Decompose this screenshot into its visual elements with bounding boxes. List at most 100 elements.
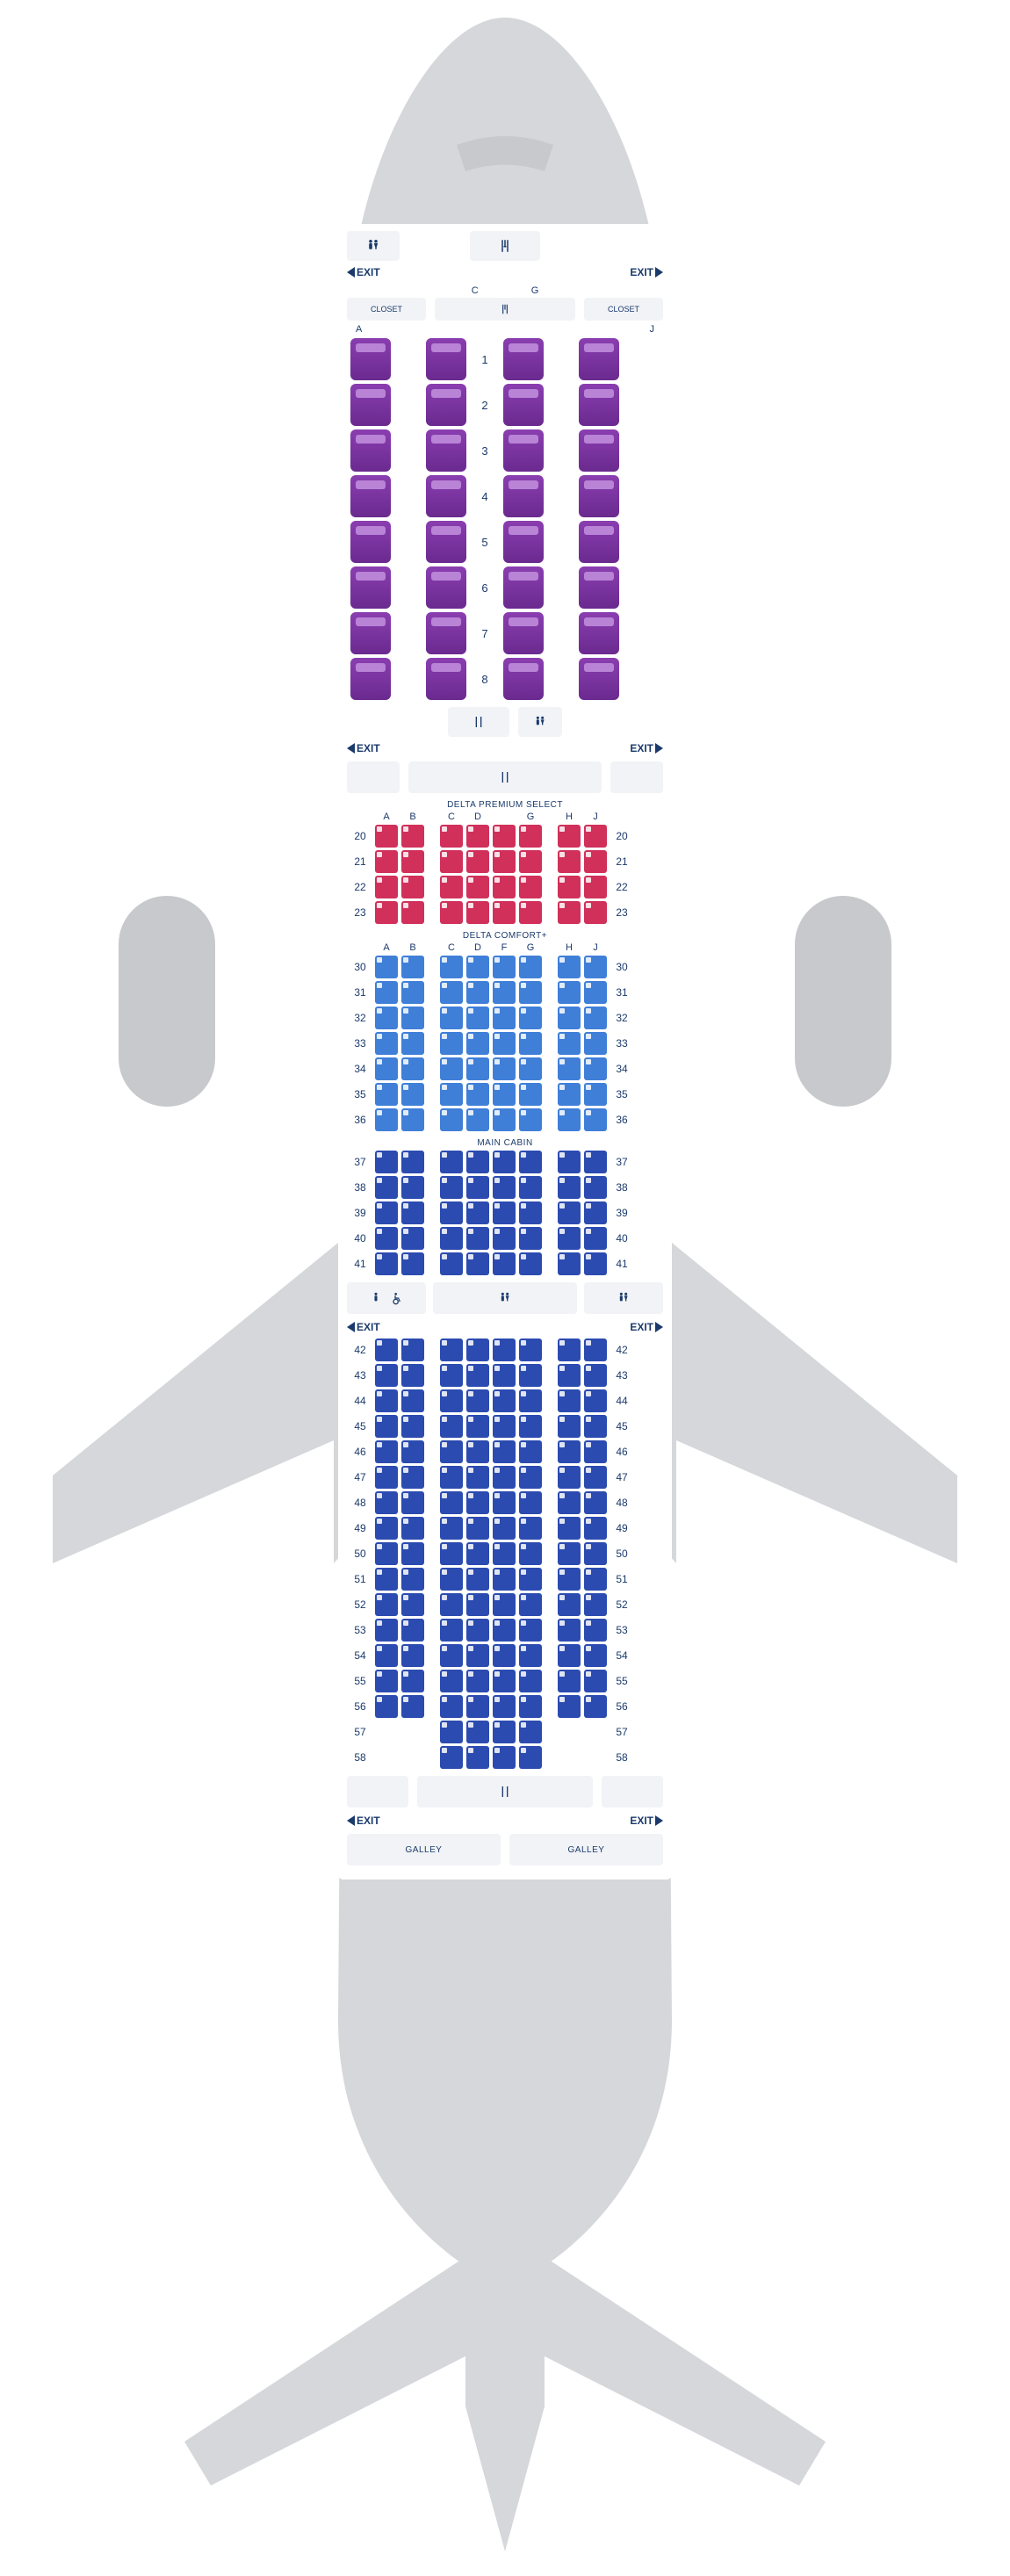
seat-46G[interactable] <box>519 1440 542 1463</box>
seat-32D[interactable] <box>466 1007 489 1029</box>
seat-42J[interactable] <box>584 1339 607 1361</box>
seat-43B[interactable] <box>401 1364 424 1387</box>
seat-49B[interactable] <box>401 1517 424 1540</box>
seat-56F[interactable] <box>493 1695 516 1718</box>
seat-37D[interactable] <box>466 1151 489 1173</box>
seat-44D[interactable] <box>466 1389 489 1412</box>
seat-38D[interactable] <box>466 1176 489 1199</box>
seat-33A[interactable] <box>375 1032 398 1055</box>
seat-39C[interactable] <box>440 1201 463 1224</box>
seat-54J[interactable] <box>584 1644 607 1667</box>
seat-39A[interactable] <box>375 1201 398 1224</box>
seat-45C[interactable] <box>440 1415 463 1438</box>
seat-30G[interactable] <box>519 956 542 978</box>
seat-2G[interactable] <box>503 384 544 426</box>
seat-22J[interactable] <box>584 876 607 898</box>
seat-48D[interactable] <box>466 1491 489 1514</box>
seat-23B[interactable] <box>401 901 424 924</box>
seat-54C[interactable] <box>440 1644 463 1667</box>
seat-33D[interactable] <box>466 1032 489 1055</box>
seat-36D[interactable] <box>466 1108 489 1131</box>
seat-35C[interactable] <box>440 1083 463 1106</box>
seat-3G[interactable] <box>503 429 544 472</box>
seat-42H[interactable] <box>558 1339 581 1361</box>
seat-31D[interactable] <box>466 981 489 1004</box>
seat-3A[interactable] <box>350 429 391 472</box>
seat-51C[interactable] <box>440 1568 463 1591</box>
seat-43A[interactable] <box>375 1364 398 1387</box>
seat-47C[interactable] <box>440 1466 463 1489</box>
seat-45G[interactable] <box>519 1415 542 1438</box>
seat-5G[interactable] <box>503 521 544 563</box>
seat-50H[interactable] <box>558 1542 581 1565</box>
seat-34D[interactable] <box>466 1057 489 1080</box>
seat-21J[interactable] <box>584 850 607 873</box>
seat-52J[interactable] <box>584 1593 607 1616</box>
seat-21B[interactable] <box>401 850 424 873</box>
seat-53C[interactable] <box>440 1619 463 1642</box>
seat-41H[interactable] <box>558 1252 581 1275</box>
seat-32J[interactable] <box>584 1007 607 1029</box>
seat-23J[interactable] <box>584 901 607 924</box>
seat-52D[interactable] <box>466 1593 489 1616</box>
seat-35F[interactable] <box>493 1083 516 1106</box>
seat-48F[interactable] <box>493 1491 516 1514</box>
seat-47B[interactable] <box>401 1466 424 1489</box>
seat-52A[interactable] <box>375 1593 398 1616</box>
seat-37F[interactable] <box>493 1151 516 1173</box>
seat-4G[interactable] <box>503 475 544 517</box>
seat-30B[interactable] <box>401 956 424 978</box>
seat-32H[interactable] <box>558 1007 581 1029</box>
seat-5A[interactable] <box>350 521 391 563</box>
seat-20B[interactable] <box>401 825 424 848</box>
seat-51F[interactable] <box>493 1568 516 1591</box>
seat-7G[interactable] <box>503 612 544 654</box>
seat-41J[interactable] <box>584 1252 607 1275</box>
seat-32C[interactable] <box>440 1007 463 1029</box>
seat-4A[interactable] <box>350 475 391 517</box>
seat-43H[interactable] <box>558 1364 581 1387</box>
seat-20G[interactable] <box>519 825 542 848</box>
seat-2C[interactable] <box>426 384 466 426</box>
seat-55D[interactable] <box>466 1670 489 1692</box>
seat-32B[interactable] <box>401 1007 424 1029</box>
seat-58D[interactable] <box>466 1746 489 1769</box>
seat-31J[interactable] <box>584 981 607 1004</box>
seat-2A[interactable] <box>350 384 391 426</box>
seat-46D[interactable] <box>466 1440 489 1463</box>
seat-23A[interactable] <box>375 901 398 924</box>
seat-45B[interactable] <box>401 1415 424 1438</box>
seat-50J[interactable] <box>584 1542 607 1565</box>
seat-22C[interactable] <box>440 876 463 898</box>
seat-47D[interactable] <box>466 1466 489 1489</box>
seat-34G[interactable] <box>519 1057 542 1080</box>
seat-34B[interactable] <box>401 1057 424 1080</box>
seat-40F[interactable] <box>493 1227 516 1250</box>
seat-37B[interactable] <box>401 1151 424 1173</box>
seat-40G[interactable] <box>519 1227 542 1250</box>
seat-48J[interactable] <box>584 1491 607 1514</box>
seat-44G[interactable] <box>519 1389 542 1412</box>
seat-4C[interactable] <box>426 475 466 517</box>
seat-46A[interactable] <box>375 1440 398 1463</box>
seat-23C[interactable] <box>440 901 463 924</box>
seat-30F[interactable] <box>493 956 516 978</box>
seat-56G[interactable] <box>519 1695 542 1718</box>
seat-54B[interactable] <box>401 1644 424 1667</box>
seat-56B[interactable] <box>401 1695 424 1718</box>
seat-52B[interactable] <box>401 1593 424 1616</box>
seat-36C[interactable] <box>440 1108 463 1131</box>
seat-55H[interactable] <box>558 1670 581 1692</box>
seat-31C[interactable] <box>440 981 463 1004</box>
seat-33F[interactable] <box>493 1032 516 1055</box>
seat-44H[interactable] <box>558 1389 581 1412</box>
seat-49J[interactable] <box>584 1517 607 1540</box>
seat-51D[interactable] <box>466 1568 489 1591</box>
seat-55G[interactable] <box>519 1670 542 1692</box>
seat-30C[interactable] <box>440 956 463 978</box>
seat-47J[interactable] <box>584 1466 607 1489</box>
seat-21C[interactable] <box>440 850 463 873</box>
seat-40D[interactable] <box>466 1227 489 1250</box>
seat-37G[interactable] <box>519 1151 542 1173</box>
seat-52F[interactable] <box>493 1593 516 1616</box>
